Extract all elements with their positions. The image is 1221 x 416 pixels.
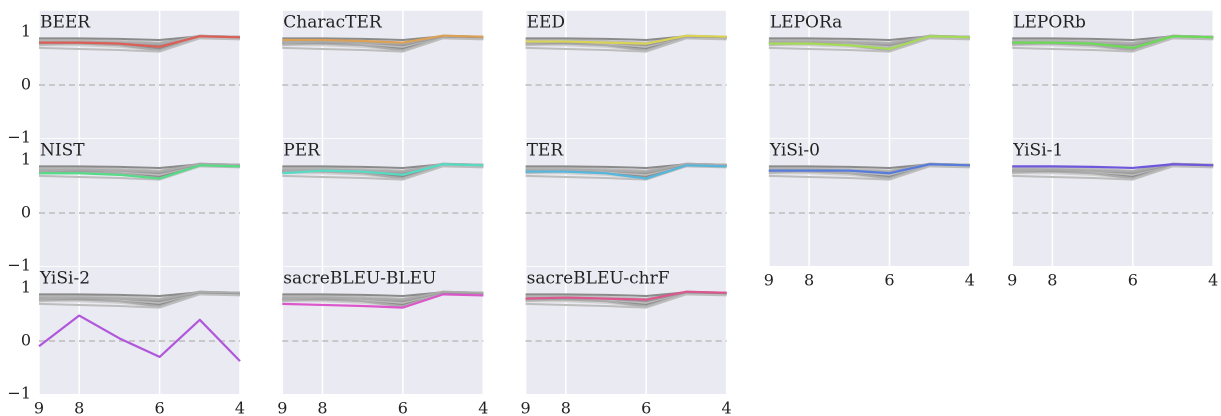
x-tick-label: 6: [884, 271, 894, 290]
x-tick-label: 8: [74, 399, 84, 416]
x-tick-label: 8: [561, 399, 571, 416]
context-line: [1012, 165, 1214, 181]
plot-area: [282, 266, 484, 394]
y-tick-label: 0: [21, 203, 31, 222]
context-line: [38, 293, 241, 309]
context-line: [1012, 37, 1214, 53]
series-line: [525, 164, 727, 180]
x-tick-label: 8: [1047, 271, 1057, 290]
plot-area: [39, 266, 240, 394]
plot-area: [1012, 138, 1214, 266]
y-tick-label: 0: [21, 331, 31, 350]
y-tick-label: −1: [7, 256, 31, 275]
plot-area: [39, 10, 240, 138]
context-line: [282, 165, 484, 181]
y-tick-label: 0: [21, 75, 31, 94]
series-line: [282, 34, 484, 44]
panel-title: BEER: [40, 12, 91, 32]
x-tick-label: 4: [965, 271, 975, 290]
context-line: [38, 290, 241, 301]
context-line: [525, 36, 727, 52]
panel-title: NIST: [40, 140, 85, 160]
series-line: [1012, 35, 1214, 49]
panel-title: YiSi-2: [39, 268, 90, 288]
x-tick-label: 6: [641, 399, 651, 416]
context-line: [38, 37, 241, 53]
panel-title: LEPORa: [770, 12, 842, 32]
context-line: [39, 292, 241, 308]
context-line: [525, 162, 727, 173]
context-line: [38, 162, 241, 173]
plot-area: [525, 266, 727, 394]
series-line: [39, 35, 241, 48]
plot-area: [768, 10, 970, 138]
x-tick-label: 9: [1007, 271, 1017, 290]
plot-area: [39, 138, 240, 266]
series-line: [39, 164, 241, 180]
x-tick-label: 8: [317, 399, 327, 416]
y-tick-label: −1: [7, 384, 31, 403]
panel-title: sacreBLEU-chrF: [527, 268, 670, 288]
context-line: [768, 165, 970, 181]
panel-title: TER: [527, 140, 565, 160]
panel-title: YiSi-0: [769, 140, 820, 160]
panel-title: PER: [283, 140, 321, 160]
x-tick-label: 4: [478, 399, 488, 416]
x-tick-label: 9: [34, 399, 44, 416]
y-tick-label: 1: [21, 150, 31, 169]
series-line: [282, 293, 484, 309]
plot-area: [282, 10, 484, 138]
panel-title: CharacTER: [283, 12, 383, 32]
plot-area: [768, 138, 970, 266]
x-tick-label: 9: [277, 399, 287, 416]
x-tick-label: 8: [804, 271, 814, 290]
plot-area: [1012, 10, 1214, 138]
panel-title: YiSi-1: [1012, 140, 1063, 160]
plot-area: [525, 10, 727, 138]
context-line: [525, 293, 727, 309]
plot-area: [525, 138, 727, 266]
plot-area: [282, 138, 484, 266]
x-tick-label: 9: [521, 399, 531, 416]
x-tick-label: 6: [1128, 271, 1138, 290]
series-line: [38, 314, 241, 362]
y-tick-label: 1: [21, 22, 31, 41]
series-line: [1012, 163, 1214, 170]
context-line: [525, 37, 727, 53]
series-line: [768, 163, 970, 175]
panel-title: EED: [527, 12, 565, 32]
y-tick-label: 1: [21, 278, 31, 297]
y-tick-label: −1: [7, 128, 31, 147]
panel-title: LEPORb: [1013, 12, 1086, 32]
panel-title: sacreBLEU-BLEU: [283, 268, 436, 288]
x-tick-label: 4: [1208, 271, 1218, 290]
context-line: [525, 292, 727, 308]
series-line: [282, 163, 484, 176]
context-line: [282, 290, 484, 301]
x-tick-label: 6: [398, 399, 408, 416]
x-tick-label: 9: [764, 271, 774, 290]
x-tick-label: 6: [155, 399, 165, 416]
x-tick-label: 4: [722, 399, 732, 416]
series-line: [525, 34, 727, 45]
series-line: [525, 290, 727, 301]
series-line: [768, 35, 970, 51]
context-line: [282, 37, 484, 53]
context-line: [282, 36, 484, 52]
context-line: [768, 37, 970, 53]
x-tick-label: 4: [235, 399, 245, 416]
